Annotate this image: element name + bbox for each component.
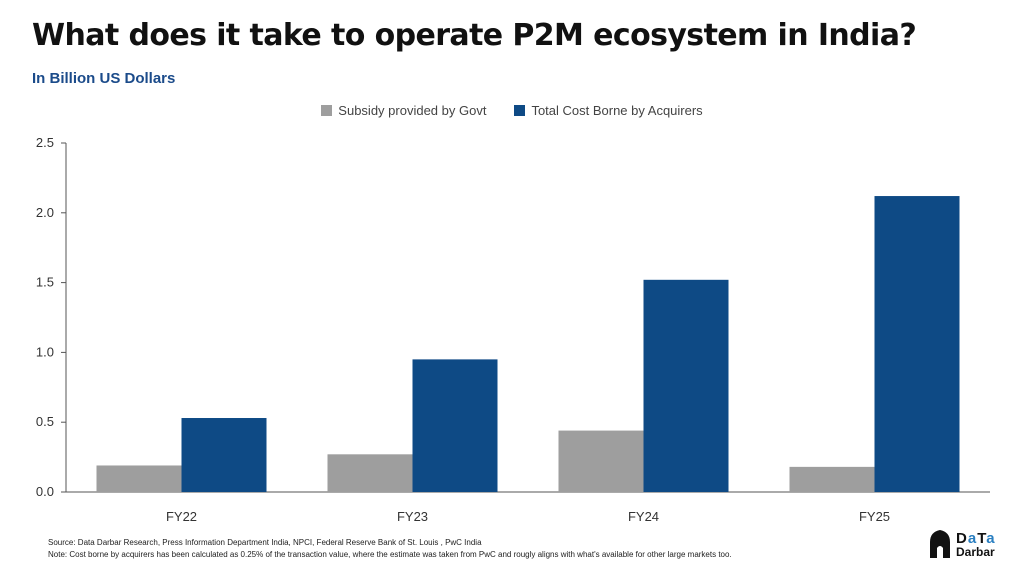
bar-acquirers [643, 279, 729, 492]
x-tick-label: FY22 [166, 509, 197, 524]
chart-legend: Subsidy provided by Govt Total Cost Born… [0, 103, 1024, 118]
y-tick-label: 2.5 [36, 135, 54, 150]
legend-label-acquirers: Total Cost Borne by Acquirers [531, 103, 703, 118]
bar-acquirers [874, 196, 960, 492]
dome-icon [930, 530, 950, 558]
data-darbar-logo: DaTa Darbar [928, 522, 998, 558]
bar-subsidy [789, 466, 875, 492]
y-tick-label: 1.5 [36, 275, 54, 290]
note-footnote: Note: Cost borne by acquirers has been c… [48, 550, 732, 559]
logo-letter: a [967, 530, 978, 547]
chart-title: What does it take to operate P2M ecosyst… [32, 18, 917, 53]
y-tick-label: 2.0 [36, 205, 54, 220]
logo-letter: D [956, 530, 968, 547]
legend-item-subsidy: Subsidy provided by Govt [321, 103, 486, 118]
x-tick-label: FY24 [628, 509, 659, 524]
legend-item-acquirers: Total Cost Borne by Acquirers [514, 103, 703, 118]
logo-letter: T [977, 530, 987, 547]
source-footnote: Source: Data Darbar Research, Press Info… [48, 538, 482, 547]
logo-letter: a [986, 530, 996, 547]
legend-swatch-acquirers [514, 105, 526, 116]
y-tick-label: 0.0 [36, 484, 54, 499]
chart-subtitle: In Billion US Dollars [32, 70, 176, 87]
bar-subsidy [558, 430, 644, 492]
bar-acquirers [181, 418, 267, 492]
legend-label-subsidy: Subsidy provided by Govt [338, 103, 487, 118]
logo-wordmark: Darbar [956, 545, 995, 559]
bar-acquirers [412, 359, 498, 492]
x-tick-label: FY23 [397, 509, 428, 524]
legend-swatch-subsidy [321, 105, 333, 116]
y-tick-label: 1.0 [36, 344, 54, 359]
x-tick-label: FY25 [859, 509, 890, 524]
bar-subsidy [327, 454, 413, 492]
y-tick-label: 0.5 [36, 414, 54, 429]
bar-subsidy [96, 465, 182, 492]
